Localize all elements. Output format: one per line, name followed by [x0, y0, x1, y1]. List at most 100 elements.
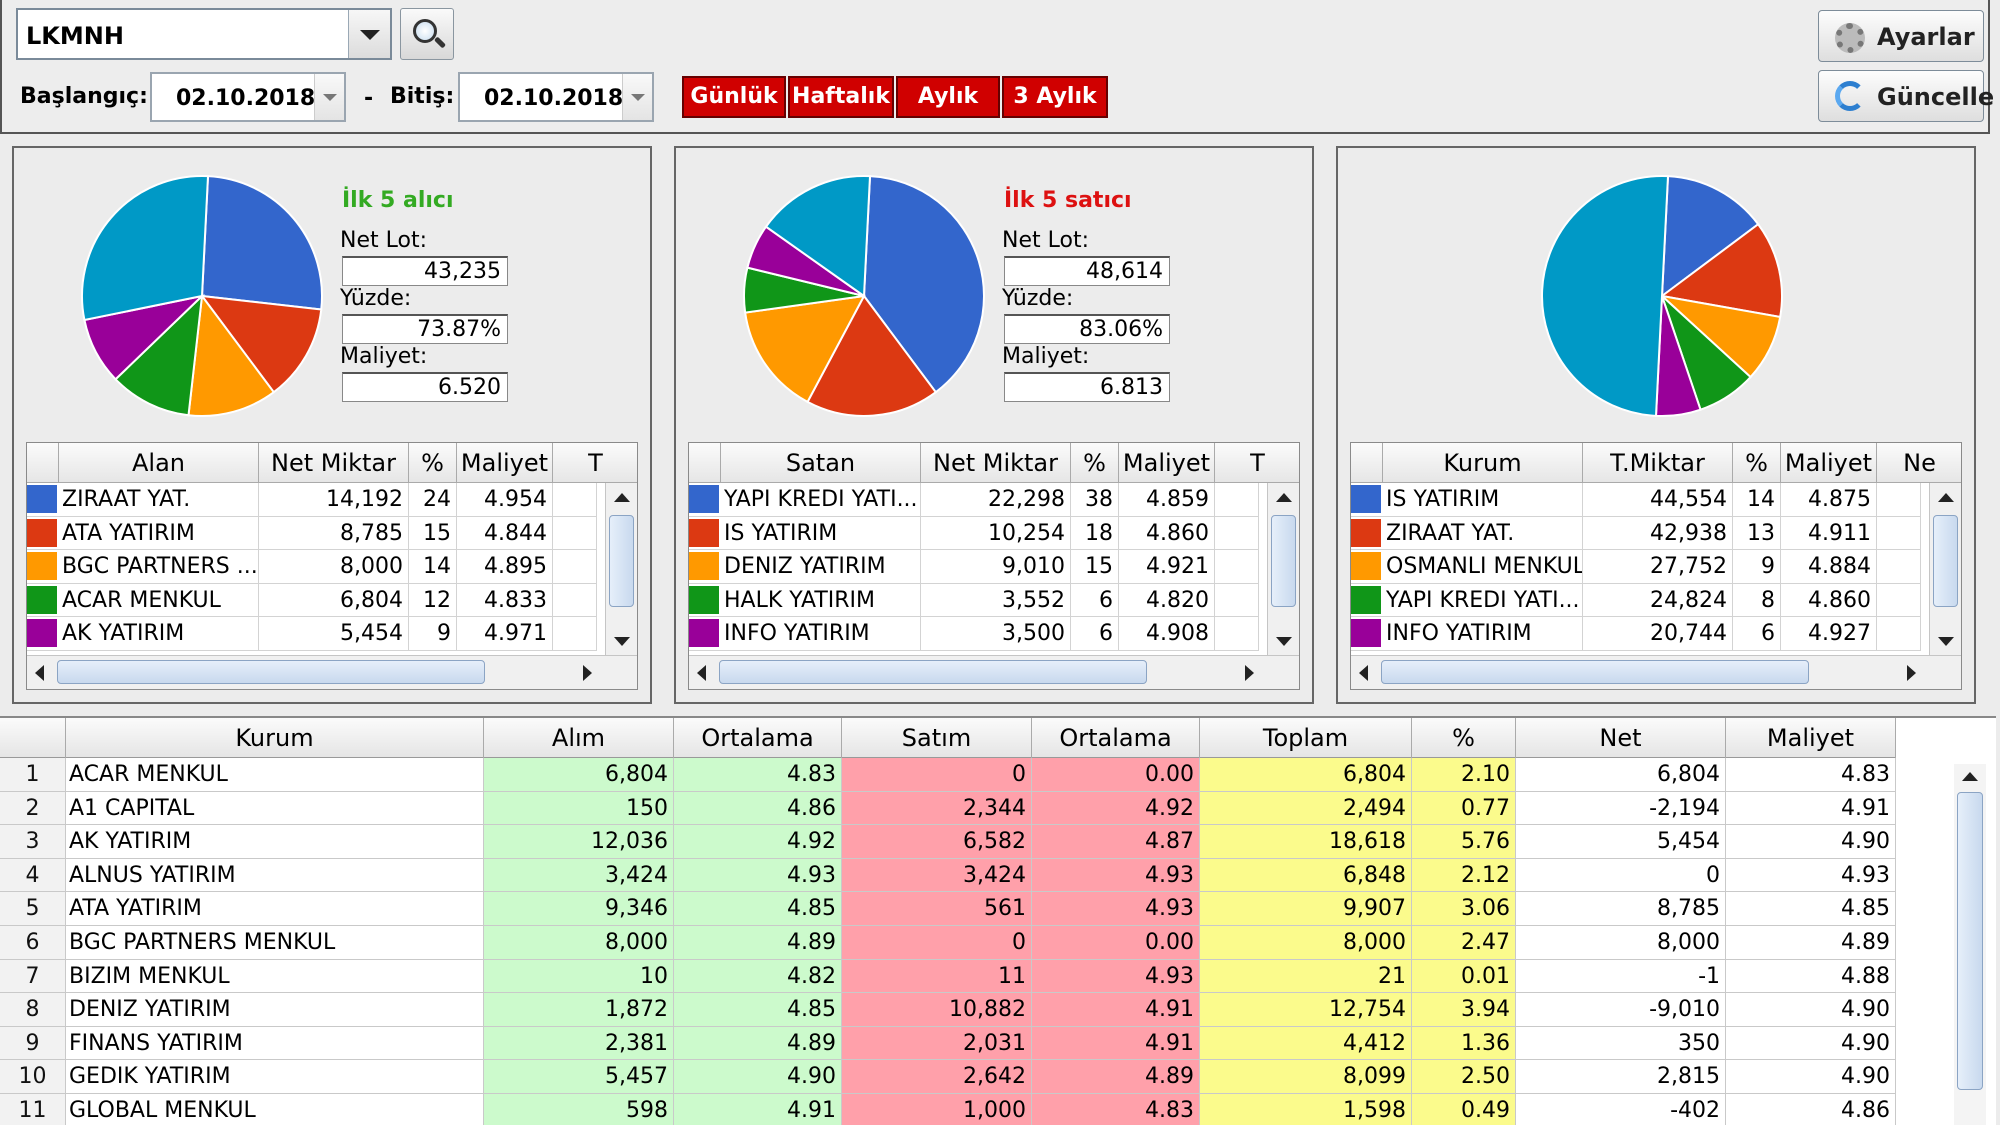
table-row[interactable]: 8 DENIZ YATIRIM 1,872 4.85 10,882 4.91 12,754 3…	[0, 993, 1896, 1027]
table-row[interactable]: 9 FINANS YATIRIM 2,381 4.89 2,031 4.91 4,412 1.…	[0, 1026, 1896, 1061]
table-row[interactable]: ZIRAAT YAT. 14,192 24 4.954	[27, 483, 597, 517]
table-row[interactable]: 7 BIZIM MENKUL 10 4.82 11 4.93 21 0.01 -1 4.88	[0, 959, 1896, 994]
column-header[interactable]: Net Miktar	[259, 443, 409, 483]
pie-slice	[199, 294, 323, 394]
column-header[interactable]: %	[1733, 443, 1781, 483]
scroll-left-icon[interactable]	[1359, 665, 1368, 681]
scroll-up-icon[interactable]	[1962, 772, 1978, 781]
column-header[interactable]: Ortalama	[674, 718, 842, 758]
column-header[interactable]: Alım	[484, 718, 674, 758]
table-row[interactable]: 2 A1 CAPITAL 150 4.86 2,344 4.92 2,494 0.77 -2,1…	[0, 791, 1896, 826]
column-header[interactable]: Alan	[59, 443, 259, 483]
horizontal-scrollbar[interactable]	[689, 655, 1299, 689]
scroll-up-icon[interactable]	[614, 493, 630, 502]
refresh-button[interactable]: Güncelle	[1818, 70, 1994, 122]
horizontal-scrollbar[interactable]	[1351, 655, 1961, 689]
table-row[interactable]: ACAR MENKUL 6,804 12 4.833	[27, 583, 597, 617]
scroll-up-icon[interactable]	[1938, 493, 1954, 502]
table-row[interactable]: YAPI KREDI YATI... 22,298 38 4.859	[689, 483, 1259, 517]
search-button[interactable]	[400, 8, 454, 60]
column-header[interactable]: %	[1412, 718, 1516, 758]
column-header[interactable]: %	[409, 443, 457, 483]
scroll-thumb[interactable]	[1381, 660, 1809, 684]
period-3month-button[interactable]: 3 Aylık	[1002, 76, 1108, 118]
start-date-picker[interactable]: 02.10.2018	[150, 72, 346, 122]
table-row[interactable]: INFO YATIRIM 3,500 6 4.908	[689, 617, 1259, 651]
table-row[interactable]: HALK YATIRIM 3,552 6 4.820	[689, 583, 1259, 617]
settings-button[interactable]: Ayarlar	[1818, 10, 1984, 62]
vertical-scrollbar[interactable]	[1929, 483, 1961, 657]
table-row[interactable]: IS YATIRIM 44,554 14 4.875	[1351, 483, 1921, 517]
period-weekly-button[interactable]: Haftalık	[788, 76, 894, 118]
scroll-down-icon[interactable]	[1276, 637, 1292, 646]
percent-cell: 14	[1733, 483, 1781, 516]
broker-name: DENIZ YATIRIM	[66, 993, 484, 1027]
quantity-cell: 6,804	[259, 583, 409, 617]
scroll-down-icon[interactable]	[614, 637, 630, 646]
totals-table: Kurum T.Miktar % Maliyet Ne IS YATIRIM 44…	[1350, 442, 1962, 690]
scroll-right-icon[interactable]	[1907, 665, 1916, 681]
table-row[interactable]: 4 ALNUS YATIRIM 3,424 4.93 3,424 4.93 6,848 2.1…	[0, 858, 1896, 893]
end-date-picker[interactable]: 02.10.2018	[458, 72, 654, 122]
table-row[interactable]: 1 ACAR MENKUL 6,804 4.83 0 0.00 6,804 2.10 6,804…	[0, 758, 1896, 792]
scroll-left-icon[interactable]	[35, 665, 44, 681]
column-header[interactable]: Net	[1516, 718, 1726, 758]
table-row[interactable]: DENIZ YATIRIM 9,010 15 4.921	[689, 550, 1259, 584]
broker-name: ALNUS YATIRIM	[66, 858, 484, 893]
table-row[interactable]: 11 GLOBAL MENKUL 598 4.91 1,000 4.83 1,598 0.49…	[0, 1094, 1896, 1125]
vertical-scrollbar[interactable]	[605, 483, 637, 657]
column-header[interactable]: Ortalama	[1032, 718, 1200, 758]
scroll-left-icon[interactable]	[697, 665, 706, 681]
scroll-up-icon[interactable]	[1276, 493, 1292, 502]
column-header[interactable]: Maliyet	[1781, 443, 1877, 483]
column-header[interactable]: Maliyet	[457, 443, 553, 483]
column-header[interactable]: Net Miktar	[921, 443, 1071, 483]
vertical-scrollbar[interactable]	[1954, 764, 1986, 1125]
column-header[interactable]: Toplam	[1200, 718, 1412, 758]
column-header[interactable]: Kurum	[1383, 443, 1583, 483]
column-header[interactable]: %	[1071, 443, 1119, 483]
vertical-scrollbar[interactable]	[1267, 483, 1299, 657]
scroll-right-icon[interactable]	[583, 665, 592, 681]
buy-average: 4.89	[674, 1026, 842, 1061]
scroll-thumb[interactable]	[609, 515, 634, 607]
table-row[interactable]: BGC PARTNERS ... 8,000 14 4.895	[27, 550, 597, 584]
scroll-thumb[interactable]	[57, 660, 485, 684]
column-header[interactable]: Satan	[721, 443, 921, 483]
scroll-down-icon[interactable]	[1938, 637, 1954, 646]
column-header[interactable]: Kurum	[66, 718, 484, 758]
table-row[interactable]: 3 AK YATIRIM 12,036 4.92 6,582 4.87 18,618 5.76…	[0, 825, 1896, 859]
scroll-thumb[interactable]	[1957, 792, 1983, 1090]
table-row[interactable]: ZIRAAT YAT. 42,938 13 4.911	[1351, 516, 1921, 550]
table-row[interactable]: ATA YATIRIM 8,785 15 4.844	[27, 516, 597, 550]
symbol-combo[interactable]: LKMNH	[16, 8, 392, 60]
period-daily-button[interactable]: Günlük	[682, 76, 786, 118]
table-row[interactable]: OSMANLI MENKUL 27,752 9 4.884	[1351, 550, 1921, 584]
column-header[interactable]: Maliyet	[1726, 718, 1896, 758]
sell-quantity: 0	[842, 926, 1032, 960]
symbol-dropdown-button[interactable]	[348, 10, 390, 58]
column-header[interactable]: Maliyet	[1119, 443, 1215, 483]
start-date-dropdown[interactable]	[314, 74, 344, 120]
percent-cell: 8	[1733, 583, 1781, 617]
column-header[interactable]: T	[553, 443, 637, 483]
table-row[interactable]: INFO YATIRIM 20,744 6 4.927	[1351, 617, 1921, 651]
table-row[interactable]: IS YATIRIM 10,254 18 4.860	[689, 516, 1259, 550]
scroll-thumb[interactable]	[1271, 515, 1296, 607]
horizontal-scrollbar[interactable]	[27, 655, 637, 689]
column-header[interactable]: T	[1215, 443, 1299, 483]
scroll-thumb[interactable]	[1933, 515, 1958, 607]
column-header[interactable]: Satım	[842, 718, 1032, 758]
table-row[interactable]: YAPI KREDI YATI... 24,824 8 4.860	[1351, 583, 1921, 617]
table-row[interactable]: AK YATIRIM 5,454 9 4.971	[27, 617, 597, 651]
end-date-dropdown[interactable]	[622, 74, 652, 120]
column-header[interactable]: T.Miktar	[1583, 443, 1733, 483]
table-row[interactable]: 5 ATA YATIRIM 9,346 4.85 561 4.93 9,907 3.06 8,7…	[0, 892, 1896, 926]
table-row[interactable]: 10 GEDIK YATIRIM 5,457 4.90 2,642 4.89 8,099 2.…	[0, 1060, 1896, 1094]
table-row[interactable]: 6 BGC PARTNERS MENKUL 8,000 4.89 0 0.00 8,000 2…	[0, 926, 1896, 960]
scroll-thumb[interactable]	[719, 660, 1147, 684]
period-monthly-button[interactable]: Aylık	[896, 76, 1000, 118]
column-header[interactable]: Ne	[1877, 443, 1961, 483]
scroll-right-icon[interactable]	[1245, 665, 1254, 681]
broker-name: GLOBAL MENKUL	[66, 1094, 484, 1125]
